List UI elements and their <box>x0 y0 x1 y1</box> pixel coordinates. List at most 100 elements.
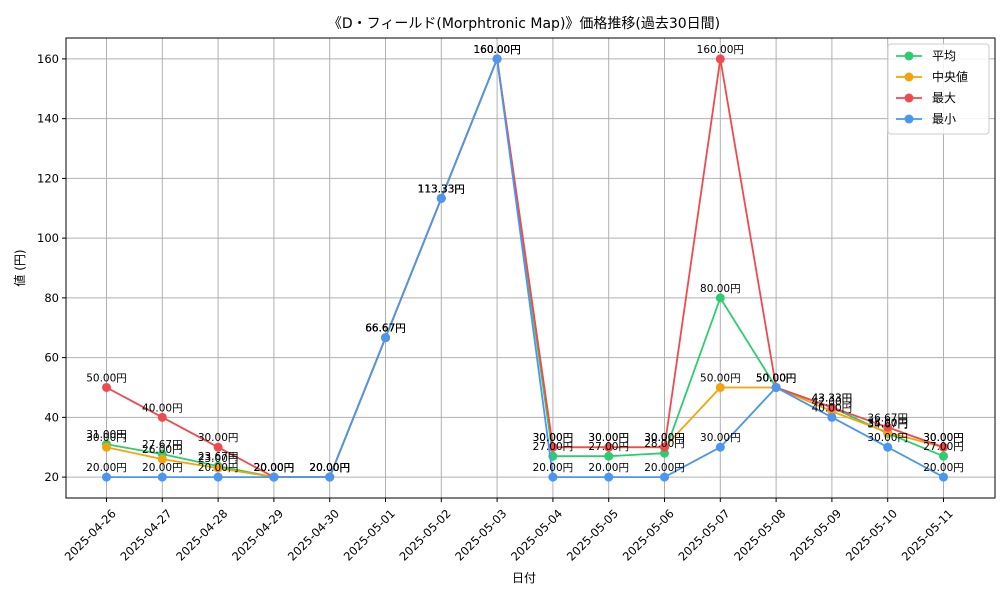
x-tick-label: 2025-04-27 <box>117 506 174 563</box>
data-label: 66.67円 <box>365 323 406 335</box>
data-point <box>660 442 669 452</box>
x-tick-label: 2025-04-28 <box>173 506 230 563</box>
series-line-4 <box>106 58 944 478</box>
y-tick-label: 60 <box>44 351 59 365</box>
x-tick-label: 2025-05-09 <box>787 506 844 563</box>
legend-entry: 最大 <box>932 91 956 105</box>
data-point <box>939 472 948 482</box>
data-label: 50.00円 <box>756 372 797 384</box>
x-tick-label: 2025-04-29 <box>229 506 286 563</box>
data-point <box>771 382 781 392</box>
data-label: 27.00円 <box>533 441 574 453</box>
data-point <box>660 472 669 482</box>
data-label: 30.00円 <box>700 432 741 444</box>
legend-entry: 平均 <box>932 49 956 63</box>
data-label: 20.00円 <box>588 462 629 474</box>
data-point <box>269 472 279 482</box>
axes <box>62 37 996 502</box>
data-point <box>939 442 948 452</box>
data-label: 30.00円 <box>588 432 629 444</box>
y-axis-label: 値 (円) <box>12 249 27 286</box>
chart-title: 《D・フィールド(Morphtronic Map)》価格推移(過去30日間) <box>328 16 720 32</box>
data-label: 50.00円 <box>756 372 797 384</box>
legend-marker <box>904 93 914 103</box>
x-tick-label: 2025-05-04 <box>508 506 565 563</box>
data-point <box>715 382 725 392</box>
data-point <box>102 472 111 482</box>
data-label: 27.67円 <box>142 439 183 451</box>
data-label: 27.00円 <box>588 441 629 453</box>
data-label: 50.00円 <box>700 372 741 384</box>
data-point <box>715 442 725 452</box>
data-point <box>213 463 223 473</box>
data-label: 20.00円 <box>254 462 295 474</box>
data-label: 20.00円 <box>309 462 350 474</box>
data-label: 34.67円 <box>867 418 908 430</box>
data-label: 113.33円 <box>418 183 465 195</box>
data-label: 20.00円 <box>309 462 350 474</box>
y-tick-label: 140 <box>37 112 59 126</box>
data-label: 50.00円 <box>86 372 127 384</box>
x-tick-labels: 2025-04-262025-04-272025-04-282025-04-29… <box>62 506 956 563</box>
y-tick-label: 80 <box>44 291 59 305</box>
data-label: 20.00円 <box>86 462 127 474</box>
data-point <box>883 422 893 432</box>
data-label: 20.00円 <box>198 462 239 474</box>
data-label: 20.00円 <box>254 462 295 474</box>
data-point <box>883 442 893 452</box>
data-label: 28.00円 <box>644 438 685 450</box>
data-label: 43.33円 <box>812 392 853 404</box>
data-label: 160.00円 <box>697 44 744 56</box>
data-label: 160.00円 <box>473 44 520 56</box>
data-label: 43.33円 <box>812 392 853 404</box>
data-label: 113.33円 <box>418 183 465 195</box>
data-label: 20.00円 <box>254 462 295 474</box>
data-label: 30.00円 <box>533 432 574 444</box>
data-label: 30.00円 <box>923 432 964 444</box>
data-label: 20.00円 <box>309 462 350 474</box>
data-label: 30.00円 <box>86 432 127 444</box>
legend-entry: 中央値 <box>932 69 968 84</box>
data-point <box>715 293 725 303</box>
data-label: 66.67円 <box>365 323 406 335</box>
data-point <box>827 412 837 422</box>
series-line-3 <box>106 58 944 478</box>
y-tick-label: 160 <box>37 52 59 66</box>
data-label: 20.00円 <box>309 462 350 474</box>
x-tick-label: 2025-04-30 <box>285 506 342 563</box>
data-label: 31.00円 <box>86 429 127 441</box>
data-label: 27.00円 <box>923 441 964 453</box>
data-label: 66.67円 <box>365 323 406 335</box>
data-point <box>157 472 167 482</box>
data-label: 20.00円 <box>254 462 295 474</box>
data-label: 80.00円 <box>700 283 741 295</box>
data-point <box>102 382 111 392</box>
data-point <box>604 472 614 482</box>
data-point <box>492 54 502 64</box>
data-label: 160.00円 <box>473 44 520 56</box>
data-label: 30.00円 <box>867 432 908 444</box>
data-point <box>102 442 111 452</box>
data-point <box>548 472 558 482</box>
data-label: 20.00円 <box>923 462 964 474</box>
x-tick-label: 2025-05-07 <box>675 506 732 563</box>
legend-box <box>887 43 990 135</box>
data-point <box>325 472 335 482</box>
x-tick-label: 2025-05-10 <box>843 506 900 563</box>
legend-entry: 最小 <box>932 112 956 126</box>
data-point <box>381 333 390 343</box>
x-axis-label: 日付 <box>512 571 536 585</box>
data-label: 40.00円 <box>812 402 853 414</box>
legend-marker <box>904 72 914 82</box>
series-layer <box>102 54 948 482</box>
data-label: 23.00円 <box>198 453 239 465</box>
data-label: 23.67円 <box>198 451 239 463</box>
data-point <box>715 54 725 64</box>
data-point <box>213 442 223 452</box>
data-label: 50.00円 <box>756 372 797 384</box>
data-label: 42.00円 <box>812 396 853 408</box>
plot-frame <box>65 37 996 499</box>
data-point <box>157 412 167 422</box>
